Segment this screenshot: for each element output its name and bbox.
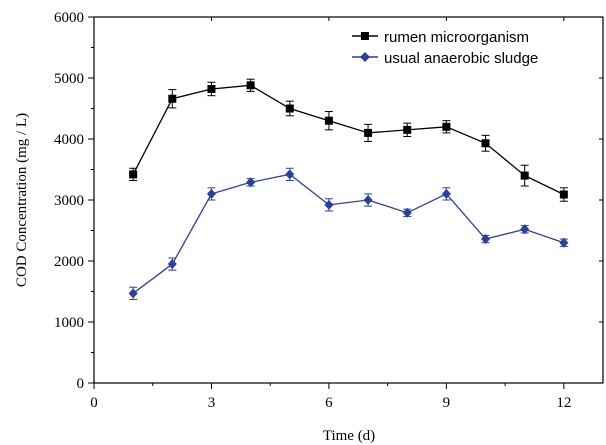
data-point-rumen bbox=[559, 190, 568, 199]
series-line-1 bbox=[132, 173, 565, 294]
legend-marker-sludge bbox=[360, 52, 370, 62]
data-point-rumen bbox=[129, 170, 138, 179]
legend-item-sludge: usual anaerobic sludge bbox=[352, 50, 538, 67]
y-tick-label: 0 bbox=[77, 376, 85, 392]
plot-area: 0 1000 2000 3000 4000 5000 6000 0 3 6 9 12 bbox=[54, 10, 604, 411]
x-tick-label: 12 bbox=[556, 395, 571, 411]
data-point-sludge bbox=[441, 188, 451, 199]
series-line-0 bbox=[132, 84, 565, 196]
data-point-rumen bbox=[520, 171, 529, 180]
data-point-rumen bbox=[285, 104, 294, 113]
x-axis-title: Time (d) bbox=[323, 428, 375, 444]
y-tick-label: 4000 bbox=[54, 132, 84, 148]
data-point-sludge bbox=[402, 207, 412, 218]
data-point-rumen bbox=[481, 139, 490, 148]
y-tick-label: 5000 bbox=[54, 71, 84, 87]
y-axis-title: COD Concentration (mg / L) bbox=[14, 113, 30, 287]
legend-label-rumen: rumen microorganism bbox=[384, 29, 529, 46]
data-point-sludge bbox=[167, 259, 177, 270]
data-point-sludge bbox=[285, 169, 295, 180]
data-point-rumen bbox=[364, 128, 373, 137]
data-point-rumen bbox=[324, 116, 333, 125]
data-point-rumen bbox=[246, 81, 255, 90]
data-point-rumen bbox=[207, 84, 216, 93]
x-tick-label: 0 bbox=[90, 395, 98, 411]
data-point-rumen bbox=[168, 94, 177, 103]
x-tick-label: 3 bbox=[208, 395, 216, 411]
legend-item-rumen: rumen microorganism bbox=[352, 29, 529, 46]
y-tick-label: 1000 bbox=[54, 315, 84, 331]
data-point-sludge bbox=[363, 195, 373, 205]
x-tick-label: 9 bbox=[443, 395, 451, 411]
data-point-sludge bbox=[559, 237, 569, 248]
plot-frame bbox=[93, 16, 604, 384]
data-point-sludge bbox=[206, 188, 216, 199]
data-point-sludge bbox=[520, 224, 530, 235]
y-tick-label: 6000 bbox=[54, 10, 84, 26]
legend-marker-rumen bbox=[361, 32, 369, 40]
x-tick-label: 6 bbox=[325, 395, 333, 411]
legend: rumen microorganism usual anaerobic slud… bbox=[352, 29, 538, 67]
data-point-rumen bbox=[403, 125, 412, 134]
y-tick-label: 2000 bbox=[54, 254, 84, 270]
data-point-rumen bbox=[442, 122, 451, 131]
data-point-sludge bbox=[246, 177, 256, 188]
y-tick-label: 3000 bbox=[54, 193, 84, 209]
data-point-sludge bbox=[324, 199, 334, 210]
data-point-sludge bbox=[481, 234, 491, 245]
legend-label-sludge: usual anaerobic sludge bbox=[384, 50, 538, 67]
data-point-sludge bbox=[128, 288, 138, 299]
